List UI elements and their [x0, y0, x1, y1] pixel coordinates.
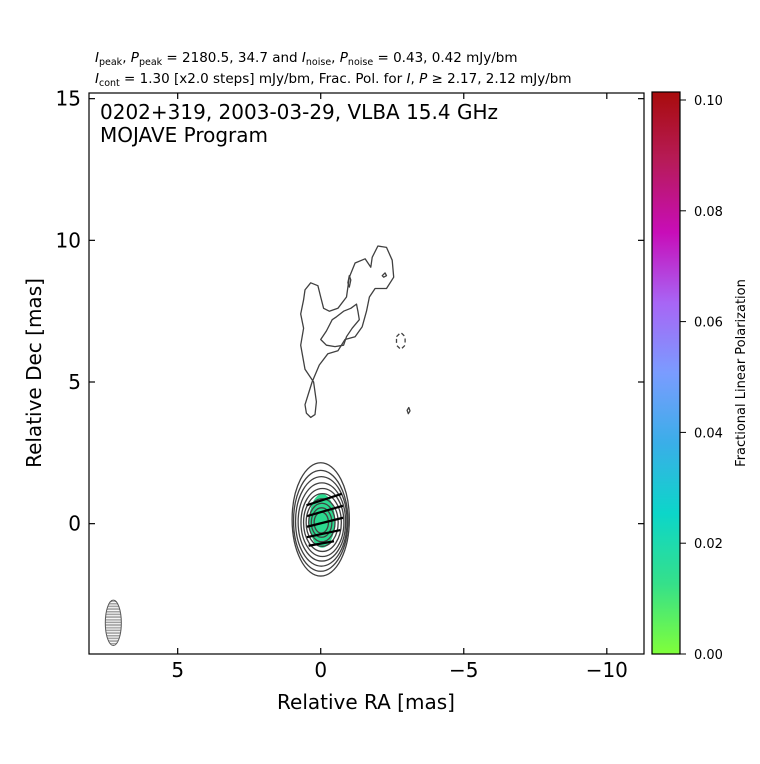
- jet-contour-0: [300, 245, 395, 419]
- plot-frame: [88, 92, 645, 655]
- evpa-vector-4: [308, 540, 335, 547]
- x-axis-ticks: 5 0 −5 −10: [171, 93, 628, 682]
- x-tick-label: −10: [586, 658, 628, 682]
- core-contour-3: [297, 482, 347, 562]
- core-contour-0: [291, 462, 350, 577]
- jet-contour-2: [347, 275, 352, 288]
- x-tick-label: −5: [449, 658, 478, 682]
- colorbar-tick-label: 0.04: [694, 426, 723, 441]
- y-tick-label: 5: [68, 370, 81, 394]
- colorbar-tick-label: 0.10: [694, 94, 723, 109]
- jet-contour-4: [395, 331, 406, 351]
- core-contour-1: [292, 469, 349, 572]
- colorbar-tick-label: 0.08: [694, 205, 723, 220]
- jet-contour-3: [381, 272, 388, 278]
- evpa-vector-2: [306, 516, 344, 528]
- y-tick-label: 15: [56, 87, 81, 111]
- evpa-vector-0: [306, 492, 343, 507]
- beam-ellipse: [104, 599, 122, 646]
- core-contour-5: [302, 492, 342, 553]
- colorbar-tick-label: 0.00: [694, 648, 723, 663]
- colorbar-ticks: 0.00 0.02 0.04 0.06 0.08 0.10: [680, 94, 723, 663]
- colorbar-label: Fractional Linear Polarization: [734, 279, 749, 467]
- colorbar: [651, 91, 681, 655]
- y-axis-label: Relative Dec [mas]: [22, 278, 46, 468]
- evpa-vector-1: [306, 504, 344, 518]
- core-contour-8: [310, 507, 333, 538]
- chart-title-line-2: MOJAVE Program: [100, 123, 268, 147]
- y-tick-label: 10: [56, 228, 81, 252]
- x-tick-label: 0: [314, 658, 327, 682]
- colorbar-tick-label: 0.06: [694, 316, 723, 331]
- core-contour-2: [294, 475, 348, 567]
- core-contour-7: [308, 502, 336, 543]
- colorbar-tick-label: 0.02: [694, 537, 723, 552]
- header-line-1: Ipeak, Ppeak = 2180.5, 34.7 and Inoise, …: [95, 50, 517, 68]
- core-contour-6: [305, 498, 339, 547]
- chart-title-line-1: 0202+319, 2003-03-29, VLBA 15.4 GHz: [100, 100, 498, 124]
- header-line-2: Icont = 1.30 [x2.0 steps] mJy/bm, Frac. …: [95, 71, 572, 89]
- evpa-vector-3: [306, 528, 341, 539]
- core-contour-4: [300, 487, 345, 558]
- jet-contour-1: [320, 303, 360, 348]
- x-axis-label: Relative RA [mas]: [277, 690, 455, 714]
- plot-content: [104, 245, 411, 646]
- x-tick-label: 5: [171, 658, 184, 682]
- y-tick-label: 0: [68, 512, 81, 536]
- y-axis-ticks: 0 5 10 15: [56, 87, 644, 536]
- jet-contour-5: [406, 406, 411, 415]
